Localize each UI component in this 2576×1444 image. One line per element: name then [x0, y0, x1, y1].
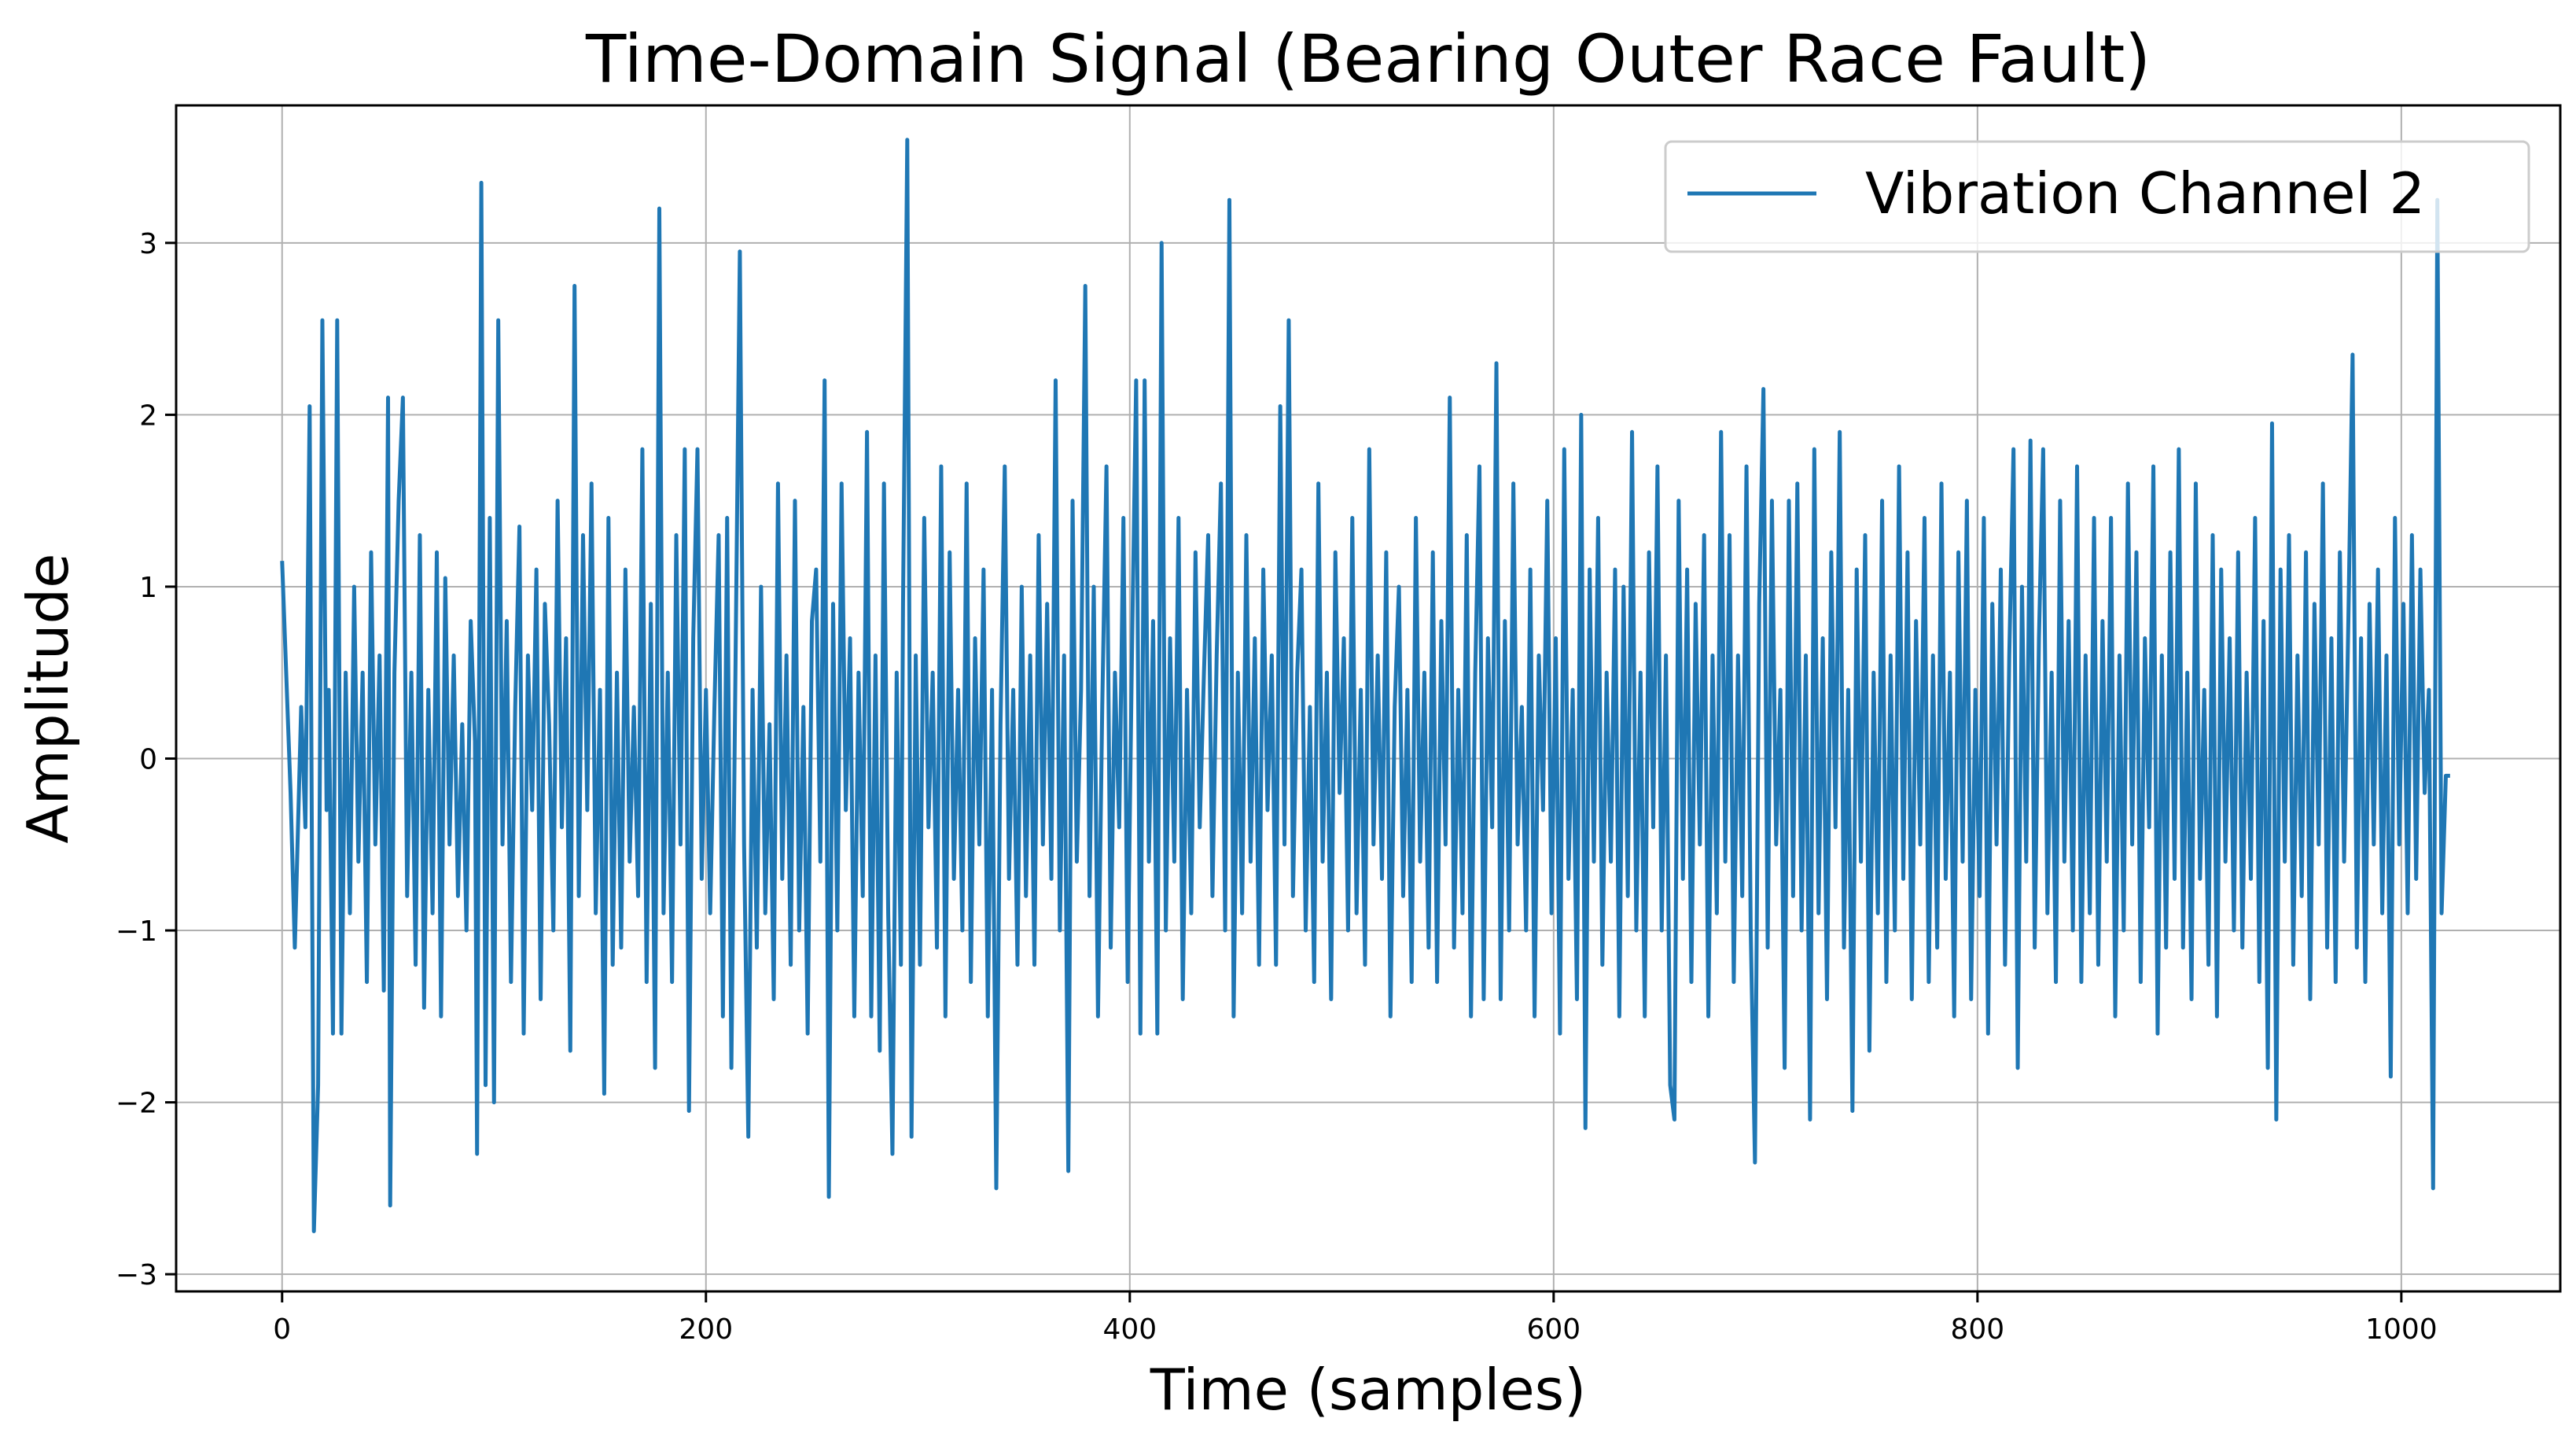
- x-tick-label: 600: [1526, 1313, 1581, 1346]
- legend-label-vibration-channel-2: Vibration Channel 2: [1865, 160, 2425, 227]
- y-axis-label: Amplitude: [15, 554, 81, 844]
- x-tick-label: 200: [679, 1313, 733, 1346]
- chart-title: Time-Domain Signal (Bearing Outer Race F…: [585, 20, 2151, 98]
- y-tick-label: 1: [139, 572, 157, 604]
- y-tick-label: 0: [139, 743, 157, 775]
- y-tick-label: −2: [116, 1088, 157, 1120]
- legend-frame: [1664, 140, 2530, 253]
- x-axis-label: Time (samples): [1150, 1357, 1587, 1423]
- y-tick-label: −1: [116, 915, 157, 948]
- series-line-vibration-channel-2: [280, 138, 2450, 1234]
- x-tick-label: 400: [1102, 1313, 1157, 1346]
- y-tick-label: 3: [139, 228, 157, 260]
- x-tick-label: 1000: [2365, 1313, 2438, 1346]
- plot-area-frame: [175, 104, 2562, 1293]
- axis-ticks: 0 200 400 600 800 1000 −3 −2 −1 0 1 2 3: [116, 228, 2438, 1346]
- x-tick-label: 0: [273, 1313, 291, 1346]
- x-tick-label: 800: [1950, 1313, 2004, 1346]
- y-tick-label: −3: [116, 1259, 157, 1291]
- y-tick-label: 2: [139, 400, 157, 432]
- legend: Vibration Channel 2: [1664, 140, 2530, 253]
